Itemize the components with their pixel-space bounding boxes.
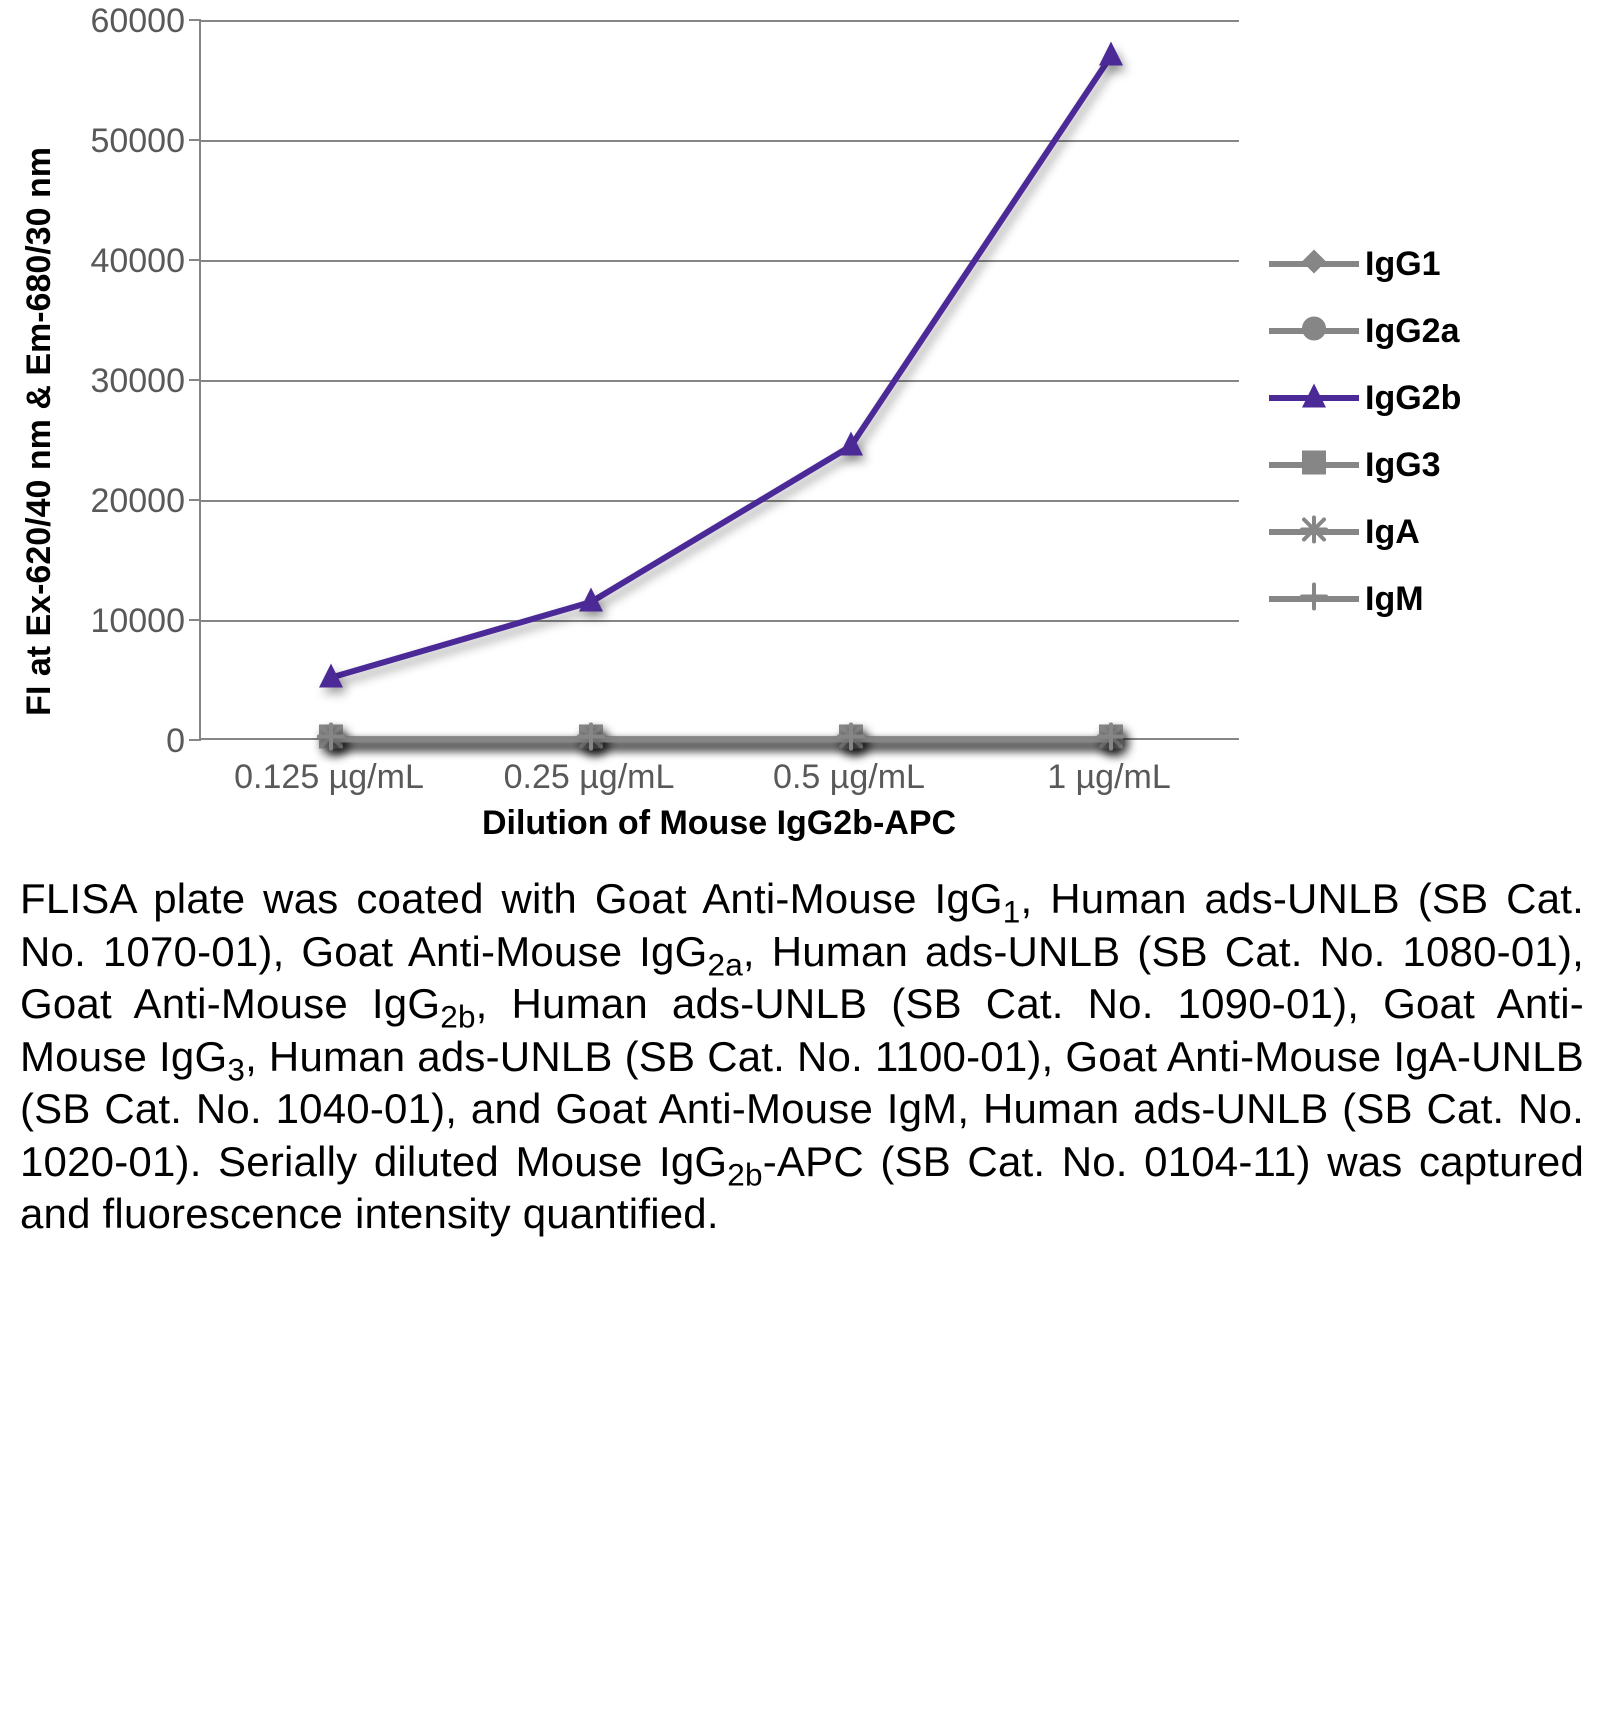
y-tick-label: 20000 [90,482,185,521]
legend-label: IgG2b [1365,379,1461,418]
legend-label: IgG3 [1365,446,1441,485]
legend: IgG1 IgG2a IgG2b IgG3 IgA IgM [1269,245,1461,619]
x-tick-label: 1 µg/mL [1047,758,1171,797]
y-tick-mark [189,139,201,141]
series-IgM [201,20,1241,740]
y-tick-mark [189,19,201,21]
y-tick-label: 40000 [90,242,185,281]
x-tick-label: 0.125 µg/mL [234,758,424,797]
legend-swatch [1269,514,1359,550]
legend-item-IgA: IgA [1269,513,1461,552]
legend-label: IgA [1365,513,1420,552]
x-axis-label: Dilution of Mouse IgG2b-APC [199,804,1239,843]
caption: FLISA plate was coated with Goat Anti-Mo… [20,873,1584,1241]
figure: FI at Ex-620/40 nm & Em-680/30 nm 0 10000… [20,20,1584,1241]
legend-swatch [1269,313,1359,349]
legend-label: IgM [1365,580,1424,619]
y-tick-label: 30000 [90,362,185,401]
y-tick-mark [189,619,201,621]
y-tick-mark [189,499,201,501]
legend-label: IgG1 [1365,245,1441,284]
y-tick-label: 60000 [90,2,185,41]
y-tick-mark [189,259,201,261]
legend-item-IgG1: IgG1 [1269,245,1461,284]
chart: FI at Ex-620/40 nm & Em-680/30 nm 0 10000… [20,20,1584,843]
x-axis: 0.125 µg/mL0.25 µg/mL0.5 µg/mL1 µg/mL [199,740,1239,786]
y-axis: 0100002000030000400005000060000 [69,20,199,740]
legend-item-IgG2b: IgG2b [1269,379,1461,418]
y-tick-label: 0 [166,722,185,761]
legend-item-IgM: IgM [1269,580,1461,619]
plot-area-wrap: 0100002000030000400005000060000 [69,20,1239,843]
y-tick-label: 10000 [90,602,185,641]
x-tick-label: 0.25 µg/mL [504,758,675,797]
legend-swatch [1269,581,1359,617]
legend-swatch [1269,380,1359,416]
x-tick-label: 0.5 µg/mL [773,758,925,797]
y-tick-mark [189,379,201,381]
legend-swatch [1269,447,1359,483]
legend-swatch [1269,246,1359,282]
y-axis-label: FI at Ex-620/40 nm & Em-680/30 nm [20,147,59,716]
legend-item-IgG2a: IgG2a [1269,312,1461,351]
legend-item-IgG3: IgG3 [1269,446,1461,485]
plot-area [199,20,1239,740]
y-tick-label: 50000 [90,122,185,161]
legend-label: IgG2a [1365,312,1459,351]
